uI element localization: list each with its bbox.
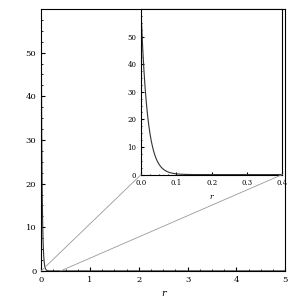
X-axis label: r: r — [210, 193, 213, 201]
X-axis label: r: r — [161, 289, 166, 298]
